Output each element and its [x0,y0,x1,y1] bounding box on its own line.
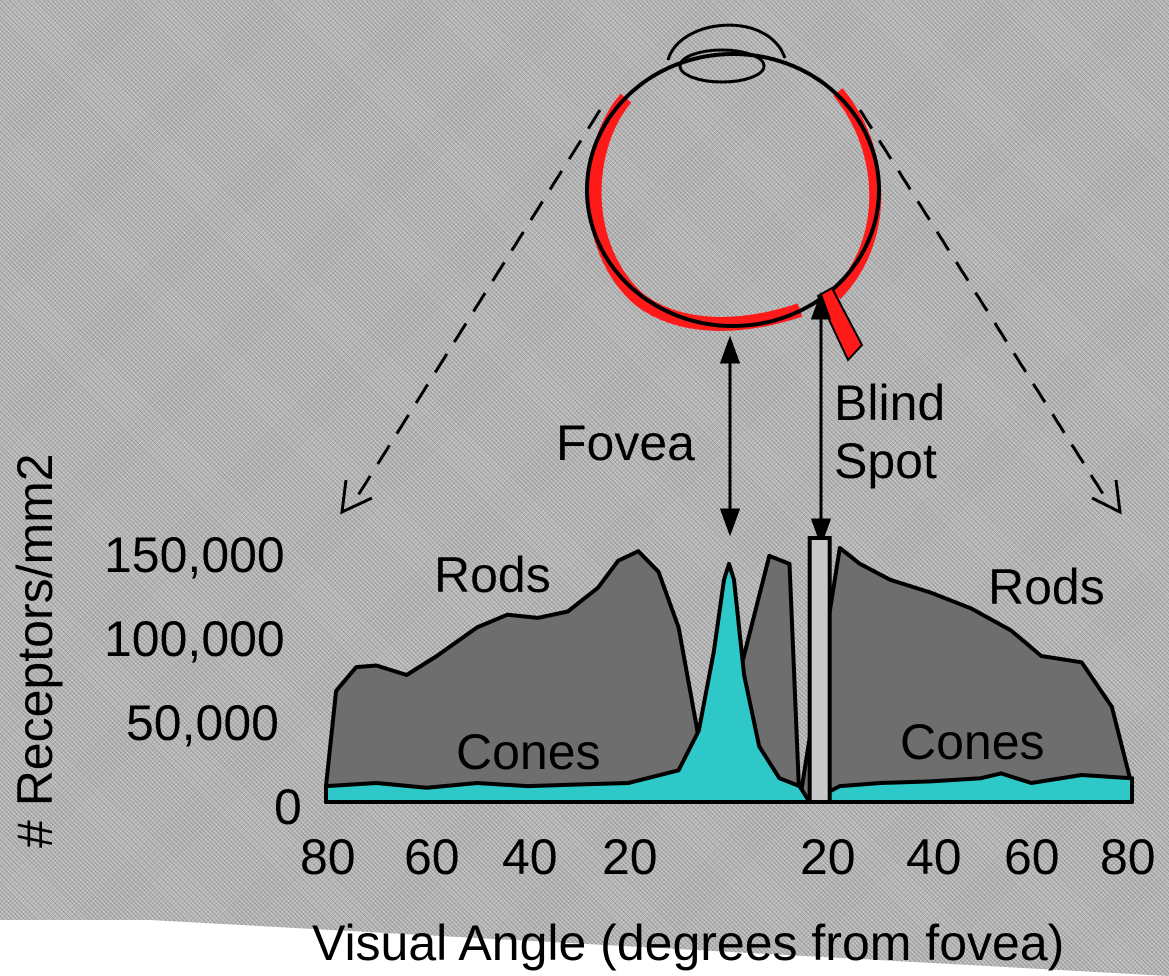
cones-label-right: Cones [900,714,1045,770]
blind-spot-gap [807,536,832,804]
fovea-label: Fovea [556,415,695,471]
eye-cornea [666,23,787,61]
x-tick-80-right: 80 [1100,829,1156,885]
blind-spot-arrow-head-top [810,291,832,320]
y-tick-0: 0 [274,779,302,835]
fov-arrowhead-right [1091,479,1122,515]
eye [585,23,882,362]
receptor-density-chart [324,536,1134,804]
eyeball-outline [585,52,881,328]
optic-nerve [816,286,864,362]
field-of-view-lines [350,109,1112,506]
series-area-cones [324,561,1134,804]
cones-label-left: Cones [456,724,601,780]
fov-line-right [858,109,1112,506]
x-tick-20-right: 20 [800,829,856,885]
x-tick-40-right: 40 [906,829,962,885]
blind-spot-label-line2: Spot [834,433,937,489]
y-tick-100000: 100,000 [104,611,285,667]
fovea-arrow [719,335,741,537]
rods-label-left: Rods [434,547,551,603]
x-tick-40-left: 40 [502,829,558,885]
fovea-arrow-head-top [719,335,741,364]
fov-arrowhead-left [340,479,373,515]
y-tick-150000: 150,000 [104,527,285,583]
y-axis-label: # Receptors/mm2 [7,453,63,848]
x-tick-60-left: 60 [404,829,460,885]
blind-spot-arrow [810,291,832,547]
fovea-arrow-head-bottom [719,508,741,537]
x-tick-80-left: 80 [300,829,356,885]
x-tick-60-right: 60 [1004,829,1060,885]
retina-left [587,93,803,331]
fov-arrowheads [340,479,1122,515]
fov-line-left [350,109,602,506]
y-tick-50000: 50,000 [126,695,279,751]
blind-spot-arrow-head-bottom [810,518,832,547]
x-tick-20-left: 20 [602,829,658,885]
rods-label-right: Rods [988,559,1105,615]
blind-spot-label-line1: Blind [834,375,946,431]
eye-lens [678,48,766,84]
x-axis-label: Visual Angle (degrees from fovea) [312,915,1065,971]
